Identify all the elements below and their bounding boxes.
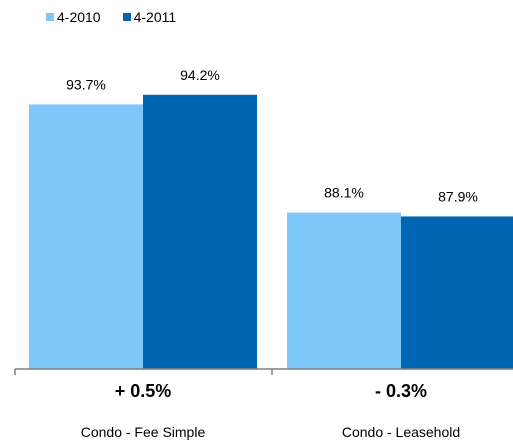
bar-2-1 xyxy=(287,212,401,369)
chart-legend: 4-2010 4-2011 xyxy=(46,9,176,25)
legend-swatch-series-1 xyxy=(46,13,54,21)
data-label-1-1: 93.7% xyxy=(66,76,106,92)
data-label-1-2: 94.2% xyxy=(180,67,220,83)
legend-item-series-2: 4-2011 xyxy=(122,9,177,25)
category-label-2: Condo - Leasehold xyxy=(342,424,460,440)
change-label-1: + 0.5% xyxy=(115,381,172,401)
change-label-2: - 0.3% xyxy=(375,381,427,401)
data-label-2-2: 87.9% xyxy=(438,188,478,204)
legend-item-series-1: 4-2010 xyxy=(46,9,101,25)
bar-1-1 xyxy=(29,104,143,369)
legend-label-series-1: 4-2010 xyxy=(57,9,101,25)
legend-label-series-2: 4-2011 xyxy=(133,9,177,25)
category-label-1: Condo - Fee Simple xyxy=(81,424,206,440)
bar-1-2 xyxy=(143,94,257,369)
data-label-2-1: 88.1% xyxy=(324,185,364,201)
legend-swatch-series-2 xyxy=(122,13,131,21)
bar-2-2 xyxy=(401,216,513,369)
